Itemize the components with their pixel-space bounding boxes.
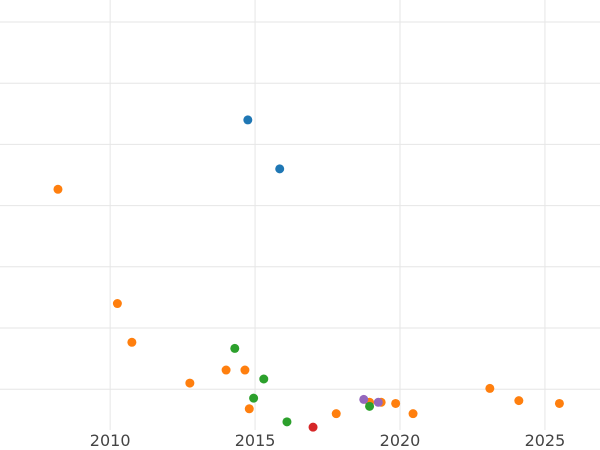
data-point (331, 409, 341, 419)
x-tick-label: 2015 (235, 431, 276, 450)
grid-lines (0, 0, 600, 430)
data-point (359, 394, 369, 404)
data-point (259, 374, 269, 384)
x-tick-label: 2020 (380, 431, 421, 450)
data-point (408, 409, 418, 419)
data-points (53, 115, 564, 432)
data-point (221, 365, 231, 375)
data-point (112, 299, 122, 309)
data-point (53, 184, 63, 194)
data-point (308, 422, 318, 432)
data-point (391, 398, 401, 408)
data-point (485, 383, 495, 393)
data-point (554, 398, 564, 408)
data-point (244, 404, 254, 414)
data-point (127, 337, 137, 347)
data-point (185, 378, 195, 388)
x-tick-label: 2010 (90, 431, 131, 450)
data-point (275, 164, 285, 174)
data-point (282, 417, 292, 427)
x-tick-label: 2025 (525, 431, 566, 450)
data-point (243, 115, 253, 125)
data-point (240, 365, 250, 375)
data-point (514, 396, 524, 406)
data-point (230, 343, 240, 353)
x-axis-ticks: 2010 2015 2020 2025 (90, 431, 566, 450)
data-point (365, 401, 375, 411)
data-point (249, 393, 259, 403)
data-point (373, 397, 383, 407)
